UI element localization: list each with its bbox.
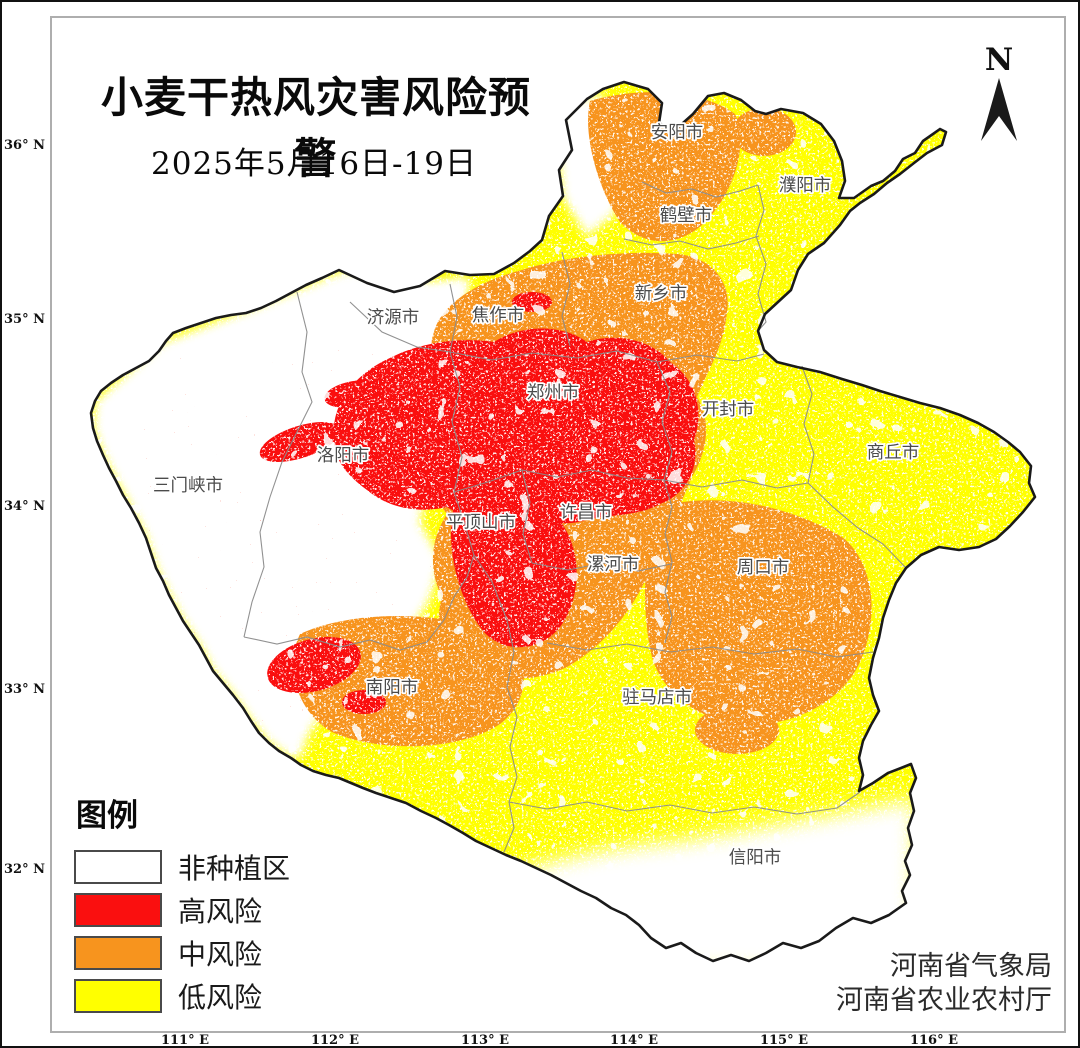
city-label: 鹤壁市 xyxy=(660,206,713,226)
city-label: 周口市 xyxy=(737,558,790,578)
lat-tick-36n: 36° N xyxy=(4,138,45,153)
city-label: 商丘市 xyxy=(867,443,920,463)
legend-item-low: 低风险 xyxy=(74,978,290,1014)
nonplanting-swatch xyxy=(74,850,162,884)
city-borders xyxy=(243,181,907,853)
city-label: 郑州市 xyxy=(527,383,580,403)
legend-item-medium: 中风险 xyxy=(74,935,290,971)
page-title: 小麦干热风灾害风险预警 xyxy=(100,73,531,183)
city-label: 南阳市 xyxy=(366,678,419,698)
legend-label: 中风险 xyxy=(178,938,263,971)
lon-tick-115e: 115° E xyxy=(759,1033,809,1048)
city-label: 许昌市 xyxy=(560,503,613,523)
city-label: 开封市 xyxy=(702,400,755,420)
lon-tick-114e: 114° E xyxy=(609,1033,659,1048)
medium-risk-swatch xyxy=(74,936,162,970)
city-label: 三门峡市 xyxy=(153,476,223,496)
lon-tick-116e: 116° E xyxy=(909,1033,959,1048)
legend-title: 图例 xyxy=(76,798,138,834)
lat-tick-32n: 32° N xyxy=(4,862,45,877)
city-label: 新乡市 xyxy=(635,284,688,304)
legend-item-nonplanting: 非种植区 xyxy=(74,849,290,885)
low-risk-swatch xyxy=(74,979,162,1013)
legend-item-high: 高风险 xyxy=(74,892,290,928)
city-label: 漯河市 xyxy=(587,555,640,575)
city-label: 信阳市 xyxy=(729,848,782,868)
lat-tick-34n: 34° N xyxy=(4,499,45,514)
lat-tick-35n: 35° N xyxy=(4,312,45,327)
lon-tick-111e: 111° E xyxy=(160,1033,210,1048)
risk-layers xyxy=(91,82,1035,961)
lon-tick-113e: 113° E xyxy=(460,1033,510,1048)
north-arrow-icon xyxy=(981,78,1017,141)
attribution-line-1: 河南省气象局 xyxy=(890,951,1052,982)
city-label: 洛阳市 xyxy=(317,446,370,466)
legend: 图例 非种植区 高风险 中风险 低风险 xyxy=(74,790,290,1021)
lon-tick-112e: 112° E xyxy=(310,1033,360,1048)
high-risk-swatch xyxy=(74,893,162,927)
legend-label: 非种植区 xyxy=(178,852,291,885)
attribution-line-2: 河南省农业农村厅 xyxy=(836,985,1052,1016)
city-label: 安阳市 xyxy=(651,123,704,143)
north-arrow-label: N xyxy=(985,42,1013,78)
legend-label: 低风险 xyxy=(178,981,263,1014)
city-label: 驻马店市 xyxy=(622,688,692,708)
lat-tick-33n: 33° N xyxy=(4,682,45,697)
north-arrow: N xyxy=(981,42,1017,141)
city-label: 济源市 xyxy=(367,308,420,328)
city-label: 焦作市 xyxy=(472,306,525,326)
legend-label: 高风险 xyxy=(178,895,263,928)
date-range: 2025年5月16日-19日 xyxy=(151,146,477,182)
city-label: 平顶山市 xyxy=(446,513,516,533)
city-label: 濮阳市 xyxy=(779,176,832,196)
attribution: 河南省气象局 河南省农业农村厅 xyxy=(836,950,1052,1018)
